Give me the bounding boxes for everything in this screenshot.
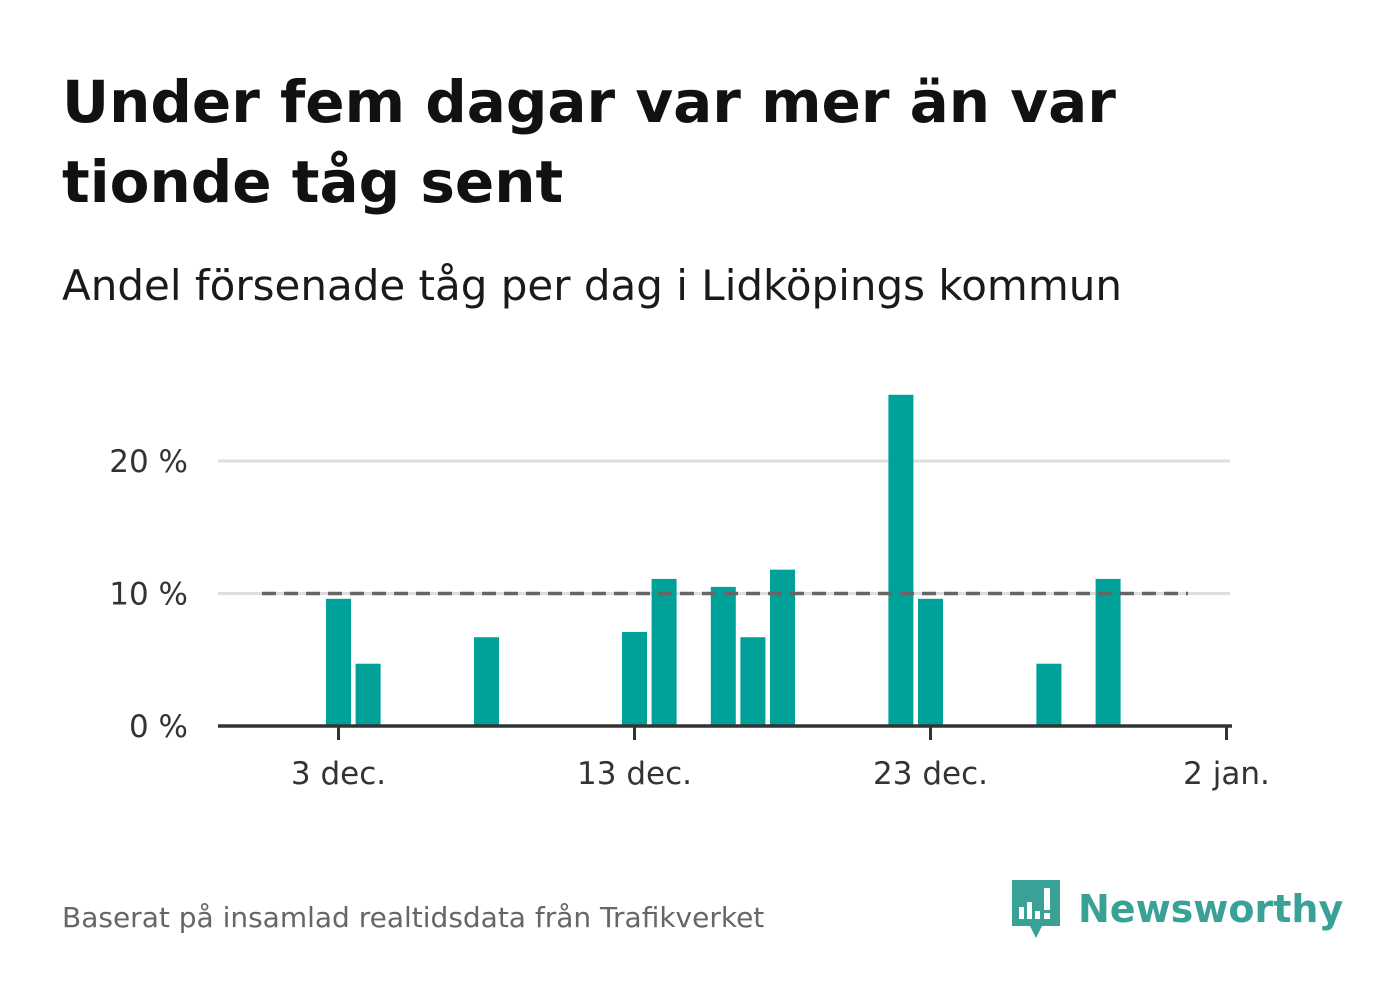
y-tick-label: 10 % [109,577,188,613]
brand-logo[interactable]: Newsworthy [1010,878,1343,940]
bar [710,586,736,726]
y-tick-label: 20 % [109,444,188,480]
grid-lines [218,459,1230,595]
brand-name: Newsworthy [1078,887,1344,931]
newsworthy-logo-icon [1012,880,1060,938]
bar [1095,578,1121,726]
chart-subtitle: Andel försenade tåg per dag i Lidköpings… [62,261,1122,310]
y-tick-label: 0 % [129,709,188,745]
bar-chart: 0 % 10 % 20 % 3 dec. 13 dec. 23 dec. 2 jan. [109,394,1270,792]
bar [622,631,647,726]
bar [888,394,914,726]
chart-title: Under fem dagar var mer än var tionde tå… [62,68,1116,216]
source-note: Baserat på insamlad realtidsdata från Tr… [62,901,765,934]
bar [474,637,499,726]
axes: 0 % 10 % 20 % 3 dec. 13 dec. 23 dec. 2 jan. [109,444,1270,792]
bar [326,598,351,726]
bar [355,663,381,726]
bar [918,598,943,726]
bars [326,394,1121,726]
x-tick-label: 3 dec. [291,756,386,792]
x-tick-label: 13 dec. [577,756,692,792]
bar [1036,663,1062,726]
bar [740,637,766,726]
x-tick-label: 2 jan. [1183,756,1270,792]
x-tick-label: 23 dec. [873,756,988,792]
bar [770,569,795,726]
bar [651,578,677,726]
